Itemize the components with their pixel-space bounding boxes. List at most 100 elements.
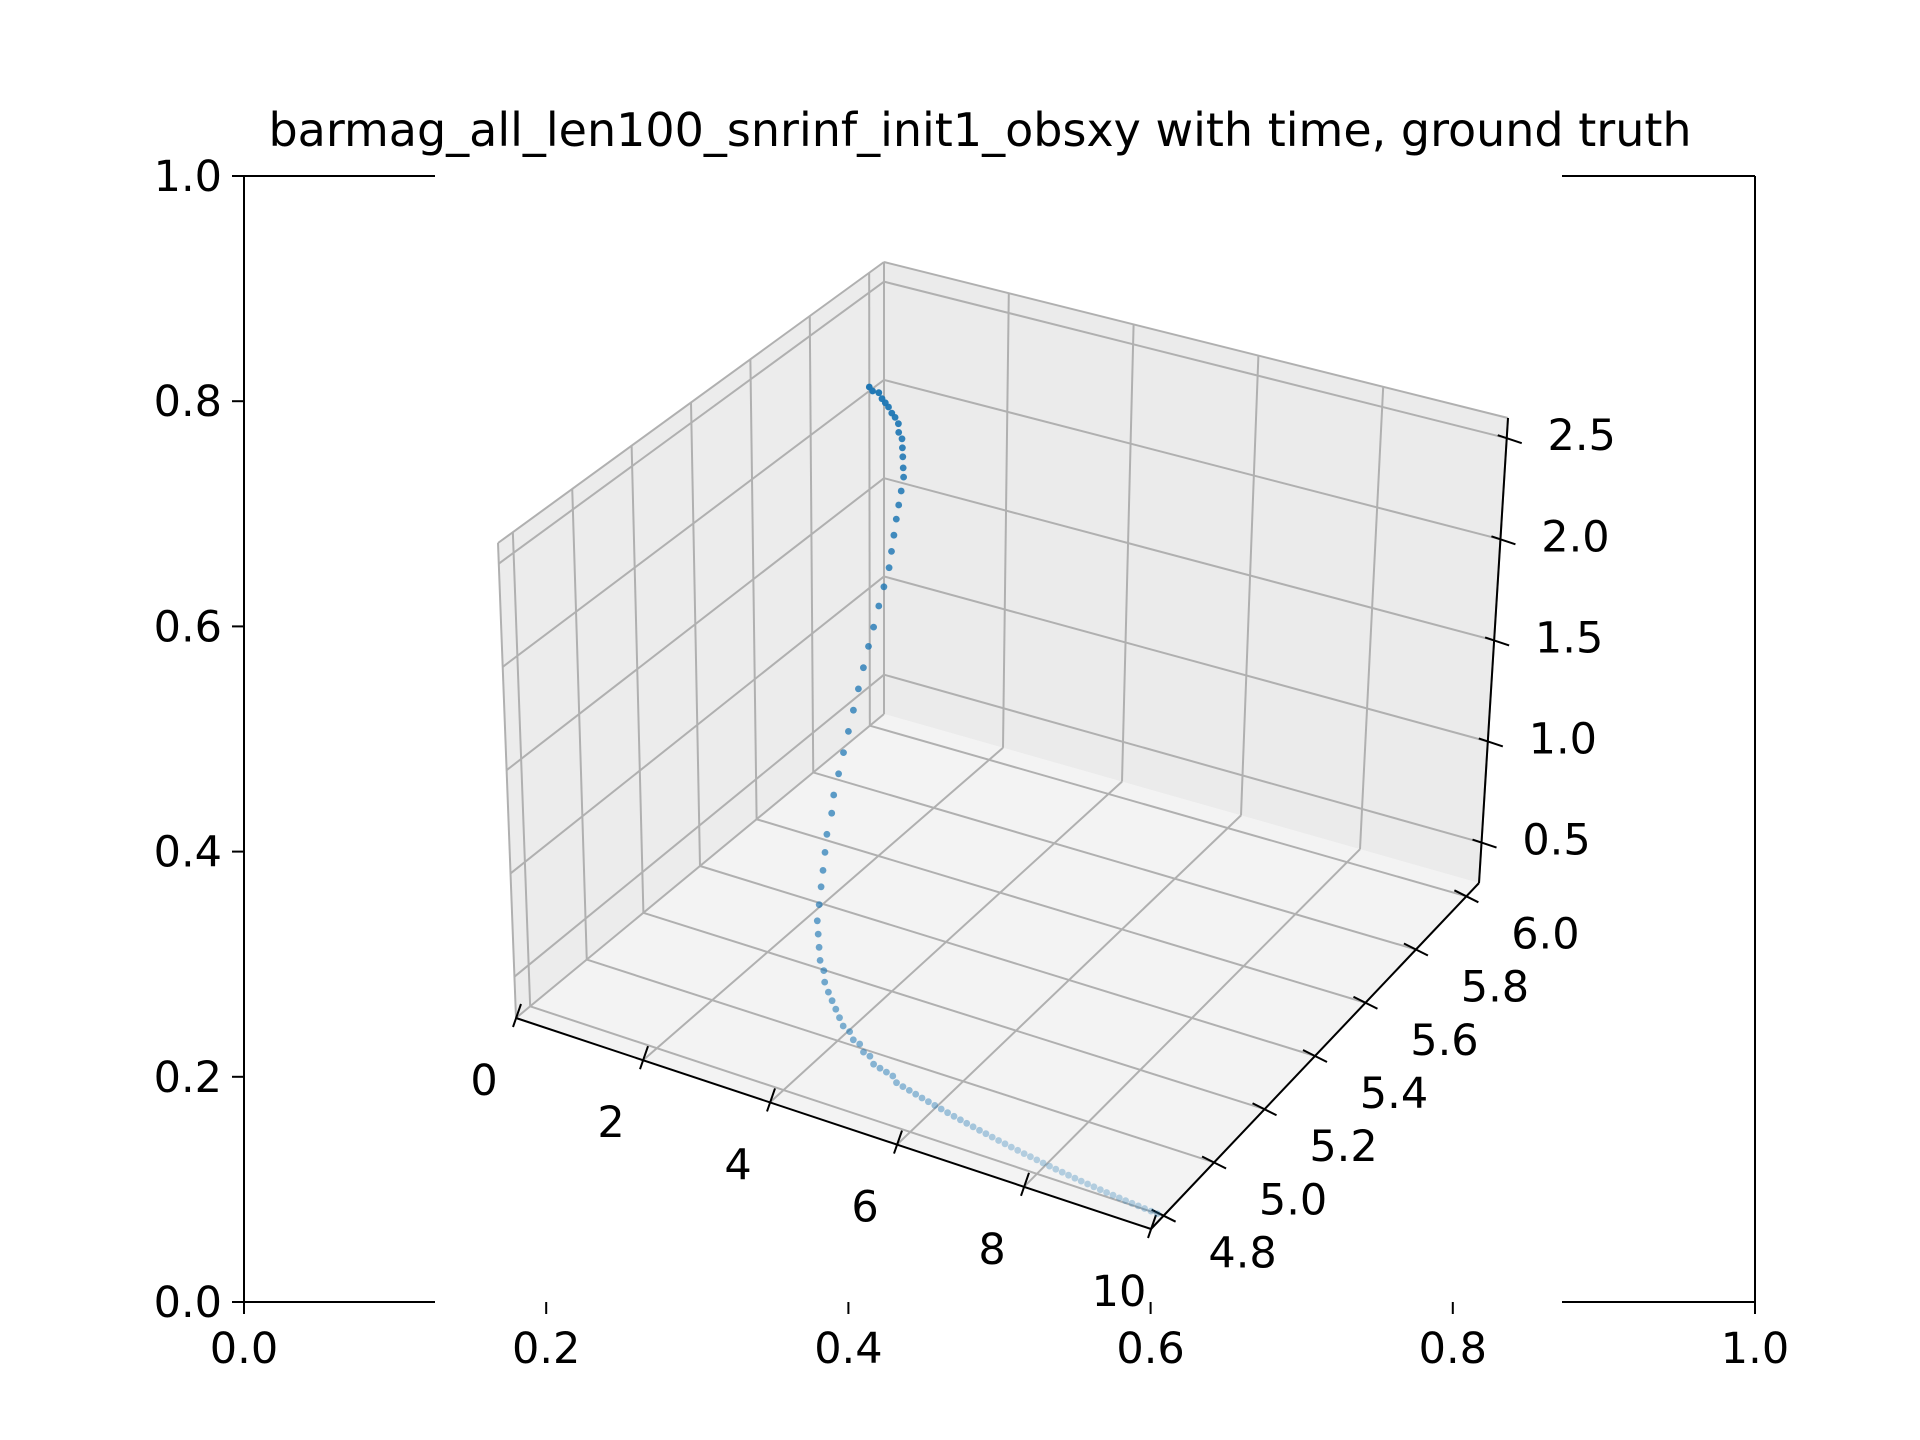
- outer-axes: 0.0 0.2 0.4 0.6 0.8 1.0 0.0 0.2 0.4 0.6 0.8 1.0: [154, 152, 1790, 1374]
- data-point: [1020, 1150, 1028, 1157]
- data-point: [820, 967, 828, 974]
- data-point: [821, 978, 829, 986]
- data-point: [1141, 1205, 1148, 1212]
- y-grid-line: [812, 771, 1417, 951]
- data-point: [814, 930, 822, 938]
- data-point: [1128, 1199, 1136, 1207]
- outer-y-tick-label: 0.6: [154, 602, 222, 652]
- z-grid-line: [883, 575, 1489, 743]
- data-point: [1071, 1174, 1079, 1182]
- outer-x-tick-label: 0.2: [512, 1324, 580, 1374]
- data-point: [1153, 1210, 1161, 1217]
- data-point: [937, 1105, 945, 1113]
- pane-edge: [497, 261, 885, 544]
- data-point: [840, 749, 847, 756]
- outer-x-tick-label: 0.4: [814, 1324, 882, 1374]
- data-point: [835, 770, 842, 778]
- data-point: [957, 1116, 964, 1124]
- y-tick-label: 5.0: [1259, 1175, 1327, 1225]
- data-point: [888, 548, 895, 555]
- data-point: [865, 643, 872, 650]
- data-point: [828, 997, 836, 1005]
- 3d-grid: [497, 261, 1509, 1230]
- data-point: [823, 830, 831, 838]
- data-point: [832, 1005, 840, 1013]
- data-point: [897, 487, 905, 495]
- z-grid-line: [883, 673, 1482, 844]
- x-tick-label: 2: [597, 1098, 624, 1148]
- y-tick: [1302, 1049, 1328, 1063]
- y-tick: [1403, 942, 1429, 957]
- x-axis-line: [515, 1017, 1152, 1230]
- data-point: [918, 1094, 926, 1102]
- y-grid-line: [571, 488, 588, 960]
- data-point: [816, 957, 824, 964]
- data-point: [1001, 1140, 1009, 1148]
- data-point: [846, 1028, 853, 1035]
- z-tick: [1472, 838, 1497, 849]
- data-point: [1065, 1171, 1072, 1179]
- y-tick-label: 4.8: [1208, 1229, 1276, 1279]
- y-tick: [1353, 995, 1378, 1010]
- data-point: [1033, 1156, 1041, 1164]
- x-tick: [893, 1130, 903, 1154]
- data-point: [875, 602, 883, 610]
- data-point: [813, 917, 821, 925]
- data-point: [1058, 1168, 1066, 1176]
- data-point: [931, 1102, 939, 1109]
- data-point: [982, 1130, 990, 1138]
- z-tick: [1491, 535, 1516, 546]
- data-point: [899, 444, 906, 452]
- data-point: [866, 1052, 874, 1060]
- data-points: [813, 383, 1161, 1217]
- data-point: [825, 988, 832, 996]
- data-point: [905, 1087, 913, 1094]
- x-tick: [766, 1088, 776, 1112]
- data-point: [815, 943, 823, 951]
- data-point: [875, 389, 883, 397]
- z-tick-label: 2.0: [1541, 512, 1609, 562]
- data-point: [1147, 1207, 1155, 1215]
- data-point: [1007, 1143, 1015, 1151]
- data-point: [900, 473, 907, 481]
- data-point: [899, 453, 907, 461]
- y-tick: [1252, 1102, 1277, 1117]
- y-tick-label: 5.8: [1461, 963, 1529, 1013]
- y-tick: [1453, 889, 1479, 904]
- data-point: [912, 1090, 920, 1098]
- z-grid-line: [502, 379, 885, 668]
- z-grid-line: [505, 477, 885, 771]
- data-point: [855, 685, 862, 693]
- data-point: [1052, 1165, 1060, 1173]
- data-point: [880, 583, 888, 591]
- outer-x-tick-label: 1.0: [1721, 1324, 1789, 1374]
- data-point: [969, 1123, 977, 1131]
- outer-y-tick-label: 0.4: [154, 828, 222, 878]
- data-point: [976, 1126, 983, 1134]
- data-point: [1122, 1197, 1129, 1204]
- data-point: [876, 1064, 884, 1072]
- outer-y-tick-label: 1.0: [154, 152, 222, 202]
- data-point: [963, 1119, 971, 1127]
- x-tick-label: 8: [978, 1225, 1005, 1275]
- data-point: [891, 414, 899, 421]
- data-point: [870, 1060, 877, 1068]
- data-point: [883, 1068, 890, 1076]
- data-point: [869, 387, 876, 395]
- y-grid-line: [511, 532, 532, 1007]
- data-point: [1077, 1177, 1085, 1185]
- data-point: [1134, 1202, 1142, 1210]
- x-tick: [639, 1045, 649, 1070]
- z-tick-label: 2.5: [1548, 411, 1616, 461]
- data-point: [950, 1112, 958, 1120]
- z-tick: [1484, 636, 1510, 647]
- x-tick-label: 0: [470, 1056, 497, 1106]
- data-point: [817, 883, 825, 891]
- data-point: [895, 420, 902, 428]
- data-point: [1090, 1183, 1098, 1191]
- chart-title: barmag_all_len100_snrinf_init1_obsxy wit…: [268, 103, 1691, 157]
- z-tick-label: 0.5: [1522, 816, 1590, 866]
- data-point: [849, 1036, 857, 1044]
- z-grid-line: [513, 673, 885, 978]
- data-point: [836, 1014, 843, 1022]
